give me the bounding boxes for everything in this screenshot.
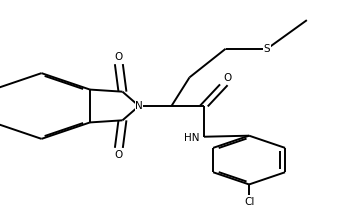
Text: HN: HN [184,133,199,143]
Text: O: O [115,52,123,62]
Text: Cl: Cl [244,197,254,208]
Text: S: S [264,44,270,54]
Text: O: O [115,150,123,160]
Text: N: N [135,101,143,111]
Text: O: O [223,73,231,84]
